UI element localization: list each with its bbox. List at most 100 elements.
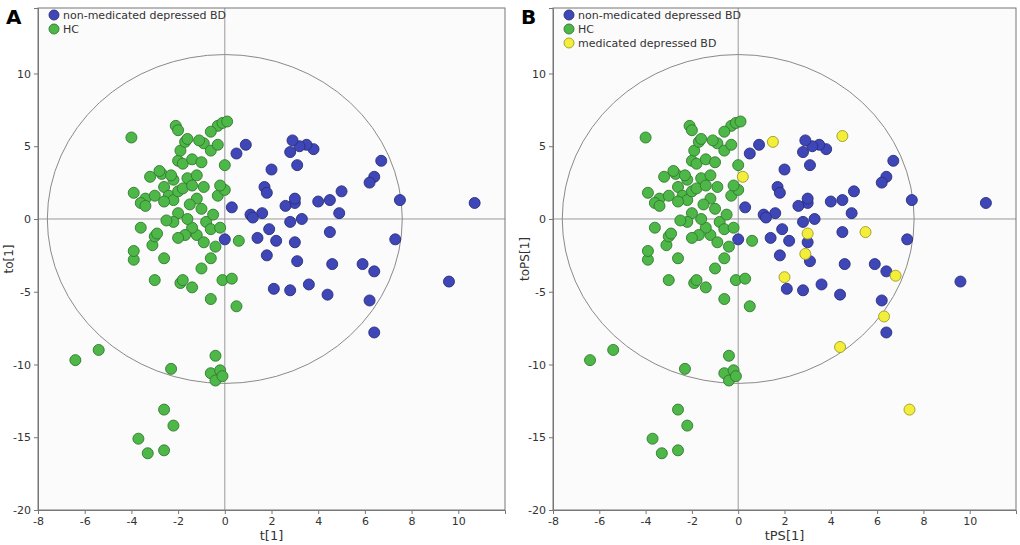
tick-label: -4 bbox=[641, 515, 652, 528]
legend-label: HC bbox=[578, 23, 594, 36]
point bbox=[721, 209, 732, 220]
tick-label: 0 bbox=[24, 213, 31, 226]
center-line-horizontal bbox=[38, 218, 505, 219]
tick-label: -5 bbox=[535, 286, 546, 299]
tick-label: 6 bbox=[874, 515, 881, 528]
point bbox=[140, 200, 151, 211]
legend: non-medicated depressed BDHC bbox=[49, 9, 226, 36]
point bbox=[754, 139, 765, 150]
legend-label: HC bbox=[63, 23, 79, 36]
x-axis: -8-6-4-20246810 bbox=[33, 510, 505, 528]
legend-entry: medicated depressed BD bbox=[564, 37, 716, 50]
point bbox=[642, 245, 653, 256]
point bbox=[839, 259, 850, 270]
panel-title: A bbox=[6, 5, 22, 29]
tick-label: -15 bbox=[13, 431, 31, 444]
tick-label: -6 bbox=[80, 515, 91, 528]
tick-label: -2 bbox=[173, 515, 184, 528]
tick-label: 2 bbox=[269, 515, 276, 528]
point bbox=[712, 181, 723, 192]
point bbox=[876, 177, 887, 188]
tick: -4 bbox=[641, 510, 652, 528]
plot-background bbox=[38, 8, 505, 510]
point bbox=[264, 224, 275, 235]
point bbox=[168, 420, 179, 431]
point bbox=[723, 350, 734, 361]
tick-label: 5 bbox=[539, 140, 546, 153]
point bbox=[364, 295, 375, 306]
axis-line bbox=[34, 9, 39, 511]
point bbox=[784, 235, 795, 246]
series-points bbox=[219, 135, 480, 338]
tick-label: 8 bbox=[920, 515, 927, 528]
point bbox=[394, 195, 405, 206]
point bbox=[816, 279, 827, 290]
center-line-vertical bbox=[738, 8, 739, 510]
tick-mark bbox=[646, 510, 647, 514]
legend: non-medicated depressed BDHCmedicated de… bbox=[564, 9, 741, 50]
tick-label: 0 bbox=[222, 515, 229, 528]
point bbox=[287, 135, 298, 146]
point bbox=[205, 253, 216, 264]
point bbox=[226, 273, 237, 284]
tick-mark bbox=[549, 437, 553, 438]
legend-label: non-medicated depressed BD bbox=[578, 9, 741, 22]
tick: -20 bbox=[528, 504, 553, 517]
point bbox=[289, 237, 300, 248]
point bbox=[159, 404, 170, 415]
tick-mark bbox=[549, 146, 553, 147]
tick: 4 bbox=[828, 510, 835, 528]
point bbox=[187, 282, 198, 293]
tick-label: -10 bbox=[13, 359, 31, 372]
tick: -4 bbox=[126, 510, 137, 528]
tick-mark bbox=[272, 510, 273, 514]
point bbox=[364, 177, 375, 188]
point bbox=[390, 234, 401, 245]
point bbox=[765, 232, 776, 243]
point bbox=[744, 148, 755, 159]
tick-mark bbox=[365, 510, 366, 514]
point bbox=[696, 133, 707, 144]
tick: 10 bbox=[532, 67, 553, 80]
tick-mark bbox=[549, 510, 553, 511]
tick-mark bbox=[692, 510, 693, 514]
point bbox=[835, 289, 846, 300]
tick-mark bbox=[131, 510, 132, 514]
point bbox=[668, 165, 679, 176]
point bbox=[261, 250, 272, 261]
point bbox=[184, 199, 195, 210]
point bbox=[376, 155, 387, 166]
point bbox=[656, 448, 667, 459]
tick-mark bbox=[923, 510, 924, 514]
point bbox=[740, 273, 751, 284]
tick-mark bbox=[34, 146, 38, 147]
point bbox=[369, 327, 380, 338]
tick: -2 bbox=[173, 510, 184, 528]
point bbox=[303, 279, 314, 290]
point bbox=[215, 222, 226, 233]
point bbox=[128, 187, 139, 198]
point bbox=[881, 327, 892, 338]
tick-label: -8 bbox=[548, 515, 559, 528]
tick: 2 bbox=[782, 510, 789, 528]
point bbox=[798, 216, 809, 227]
axis-line bbox=[549, 9, 554, 511]
tick: 8 bbox=[920, 510, 927, 528]
point bbox=[728, 180, 739, 191]
point bbox=[212, 139, 223, 150]
point bbox=[336, 186, 347, 197]
series-points bbox=[585, 116, 758, 459]
point bbox=[210, 241, 221, 252]
point bbox=[182, 133, 193, 144]
point bbox=[159, 253, 170, 264]
panel-title: B bbox=[521, 5, 536, 29]
point bbox=[187, 180, 198, 191]
point bbox=[285, 285, 296, 296]
point bbox=[247, 212, 258, 223]
point bbox=[666, 228, 677, 239]
tick-label: 10 bbox=[17, 67, 31, 80]
point bbox=[647, 433, 658, 444]
tick-label: 4 bbox=[828, 515, 835, 528]
point bbox=[296, 213, 307, 224]
point bbox=[654, 200, 665, 211]
